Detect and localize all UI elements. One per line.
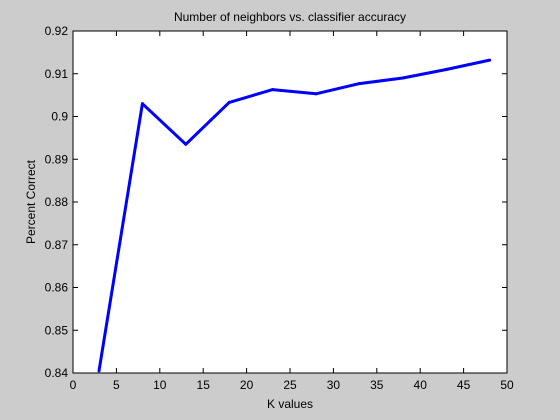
x-tick-label: 15 <box>197 378 211 392</box>
data-point <box>227 100 231 104</box>
axis-ticks: 0 5 10 15 20 25 30 35 40 45 50 0.84 0.85 0.86 0.87 0.88… <box>45 24 514 392</box>
x-tick-label: 45 <box>457 378 471 392</box>
x-tick-label: 5 <box>113 378 120 392</box>
y-tick-label: 0.85 <box>45 323 69 337</box>
x-tick-label: 0 <box>70 378 77 392</box>
data-point <box>97 369 101 373</box>
x-tick-label: 30 <box>327 378 341 392</box>
data-point <box>401 76 405 80</box>
data-point <box>184 142 188 146</box>
series-line <box>97 58 490 372</box>
x-tick-label: 35 <box>370 378 384 392</box>
y-tick-label: 0.84 <box>45 366 69 380</box>
x-tick-label: 10 <box>153 378 167 392</box>
plot-area <box>72 30 508 374</box>
y-tick-label: 0.9 <box>51 110 68 124</box>
data-point <box>271 88 275 92</box>
y-tick-label: 0.91 <box>45 67 69 81</box>
data-point <box>444 67 448 71</box>
data-point <box>314 92 318 96</box>
y-tick-label: 0.89 <box>45 152 69 166</box>
x-tick-label: 50 <box>500 378 514 392</box>
x-axis-label: K values <box>267 397 313 411</box>
y-tick-label: 0.86 <box>45 281 69 295</box>
x-tick-label: 40 <box>414 378 428 392</box>
data-point <box>488 58 492 62</box>
data-point <box>140 102 144 106</box>
x-tick-label: 20 <box>240 378 254 392</box>
series-layer <box>97 58 492 373</box>
chart-title: Number of neighbors vs. classifier accur… <box>174 10 406 24</box>
data-point <box>357 82 361 86</box>
y-tick-label: 0.87 <box>45 238 69 252</box>
y-axis-label: Percent Correct <box>24 159 38 244</box>
y-tick-label: 0.88 <box>45 195 69 209</box>
y-tick-label: 0.92 <box>45 24 69 38</box>
x-tick-label: 25 <box>283 378 297 392</box>
